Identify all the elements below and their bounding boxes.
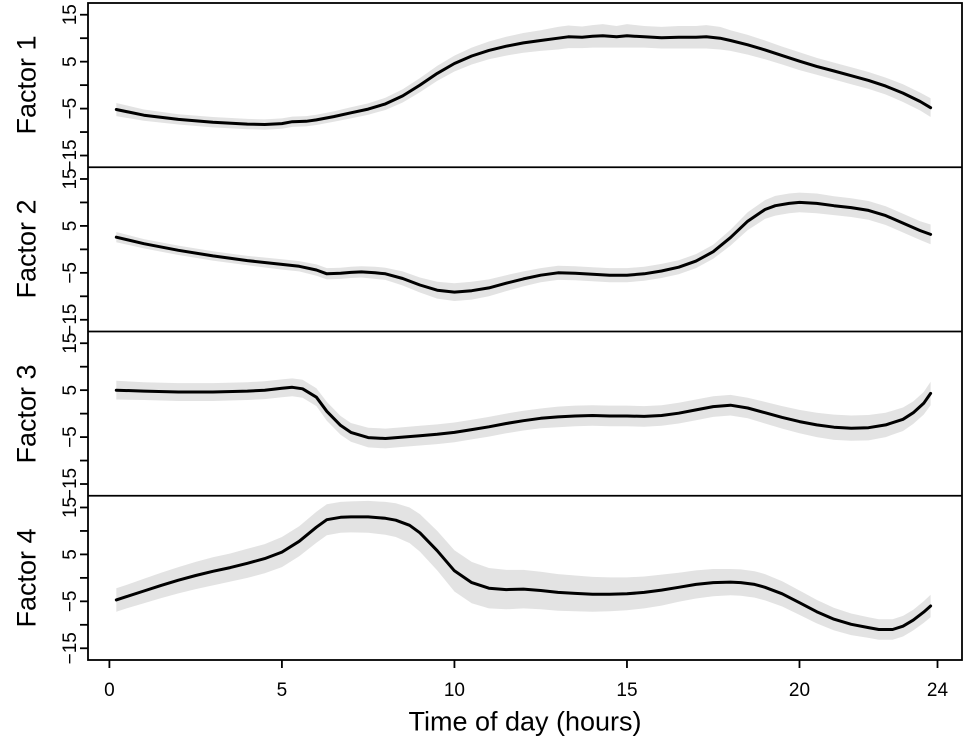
x-tick-label: 10 <box>444 680 465 701</box>
y-axis-title-factor-1: Factor 1 <box>11 35 42 135</box>
x-tick-label: 24 <box>927 680 949 701</box>
y-tick-label: −5 <box>60 262 81 284</box>
plot-border <box>87 2 963 661</box>
x-tick-label: 0 <box>104 680 115 701</box>
y-tick-label: 15 <box>60 497 81 518</box>
y-tick-label: 5 <box>60 549 81 560</box>
y-tick-label: 15 <box>60 4 81 25</box>
y-tick-label: −15 <box>60 139 81 171</box>
confidence-band <box>116 500 931 640</box>
y-tick-label: −5 <box>60 98 81 120</box>
y-tick-label: 15 <box>60 333 81 354</box>
y-tick-label: 5 <box>60 56 81 67</box>
trend-line <box>114 385 933 440</box>
x-tick-label: 20 <box>789 680 810 701</box>
y-tick-label: 5 <box>60 385 81 396</box>
y-axis-title-factor-3: Factor 3 <box>11 364 42 464</box>
y-tick-label: 5 <box>60 221 81 232</box>
x-tick-label: 5 <box>277 680 288 701</box>
confidence-band <box>116 192 931 301</box>
y-tick-label: −15 <box>60 468 81 500</box>
confidence-band <box>116 24 931 130</box>
y-tick-label: −15 <box>60 304 81 336</box>
x-axis-title: Time of day (hours) <box>408 706 642 737</box>
y-axis-title-factor-4: Factor 4 <box>11 528 42 628</box>
trend-line <box>114 34 933 126</box>
y-tick-label: −5 <box>60 426 81 448</box>
trend-line <box>114 200 933 294</box>
x-tick-label: 15 <box>616 680 637 701</box>
y-tick-label: −5 <box>60 591 81 613</box>
confidence-band <box>116 378 931 449</box>
trend-line <box>114 515 933 631</box>
y-tick-label: −15 <box>60 632 81 664</box>
y-axis-title-factor-2: Factor 2 <box>11 199 42 299</box>
y-tick-label: 15 <box>60 168 81 189</box>
